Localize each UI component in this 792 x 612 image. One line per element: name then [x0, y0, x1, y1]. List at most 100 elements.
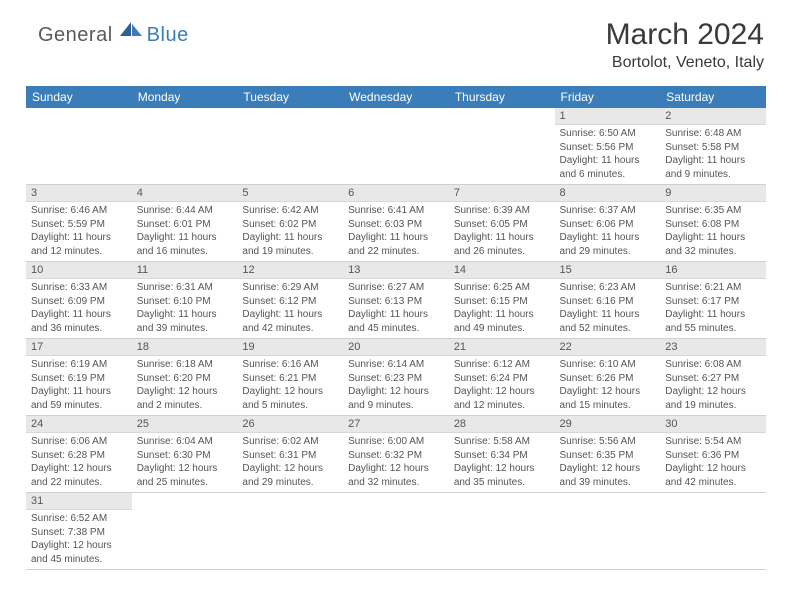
day-number: 16	[660, 262, 766, 279]
day-number: 29	[555, 416, 661, 433]
day-info: Sunrise: 5:56 AMSunset: 6:35 PMDaylight:…	[555, 433, 661, 492]
day-number: 14	[449, 262, 555, 279]
day-info: Sunrise: 6:23 AMSunset: 6:16 PMDaylight:…	[555, 279, 661, 338]
day-number: 26	[237, 416, 343, 433]
day-number: 10	[26, 262, 132, 279]
day-info: Sunrise: 6:21 AMSunset: 6:17 PMDaylight:…	[660, 279, 766, 338]
calendar-day-cell	[343, 108, 449, 185]
day-info: Sunrise: 6:14 AMSunset: 6:23 PMDaylight:…	[343, 356, 449, 415]
day-number: 22	[555, 339, 661, 356]
day-info: Sunrise: 6:44 AMSunset: 6:01 PMDaylight:…	[132, 202, 238, 261]
weekday-header: Tuesday	[237, 86, 343, 108]
day-number: 27	[343, 416, 449, 433]
logo: General Blue	[38, 24, 189, 47]
calendar-day-cell: 18Sunrise: 6:18 AMSunset: 6:20 PMDayligh…	[132, 339, 238, 416]
day-info: Sunrise: 6:39 AMSunset: 6:05 PMDaylight:…	[449, 202, 555, 261]
calendar-day-cell	[449, 493, 555, 570]
day-info: Sunrise: 6:48 AMSunset: 5:58 PMDaylight:…	[660, 125, 766, 184]
calendar-table: SundayMondayTuesdayWednesdayThursdayFrid…	[26, 86, 766, 570]
calendar-day-cell: 14Sunrise: 6:25 AMSunset: 6:15 PMDayligh…	[449, 262, 555, 339]
weekday-header: Wednesday	[343, 86, 449, 108]
day-info: Sunrise: 6:27 AMSunset: 6:13 PMDaylight:…	[343, 279, 449, 338]
calendar-week-row: 3Sunrise: 6:46 AMSunset: 5:59 PMDaylight…	[26, 185, 766, 262]
calendar-week-row: 1Sunrise: 6:50 AMSunset: 5:56 PMDaylight…	[26, 108, 766, 185]
calendar-day-cell: 24Sunrise: 6:06 AMSunset: 6:28 PMDayligh…	[26, 416, 132, 493]
calendar-day-cell: 30Sunrise: 5:54 AMSunset: 6:36 PMDayligh…	[660, 416, 766, 493]
day-number: 28	[449, 416, 555, 433]
day-number: 30	[660, 416, 766, 433]
calendar-day-cell: 2Sunrise: 6:48 AMSunset: 5:58 PMDaylight…	[660, 108, 766, 185]
day-info: Sunrise: 6:16 AMSunset: 6:21 PMDaylight:…	[237, 356, 343, 415]
calendar-day-cell: 25Sunrise: 6:04 AMSunset: 6:30 PMDayligh…	[132, 416, 238, 493]
calendar-day-cell: 4Sunrise: 6:44 AMSunset: 6:01 PMDaylight…	[132, 185, 238, 262]
calendar-day-cell: 19Sunrise: 6:16 AMSunset: 6:21 PMDayligh…	[237, 339, 343, 416]
day-info: Sunrise: 6:19 AMSunset: 6:19 PMDaylight:…	[26, 356, 132, 415]
weekday-header: Monday	[132, 86, 238, 108]
calendar-day-cell: 10Sunrise: 6:33 AMSunset: 6:09 PMDayligh…	[26, 262, 132, 339]
calendar-day-cell	[237, 108, 343, 185]
day-info: Sunrise: 6:37 AMSunset: 6:06 PMDaylight:…	[555, 202, 661, 261]
day-number: 23	[660, 339, 766, 356]
day-info: Sunrise: 6:06 AMSunset: 6:28 PMDaylight:…	[26, 433, 132, 492]
calendar-day-cell: 23Sunrise: 6:08 AMSunset: 6:27 PMDayligh…	[660, 339, 766, 416]
calendar-day-cell: 31Sunrise: 6:52 AMSunset: 7:38 PMDayligh…	[26, 493, 132, 570]
day-info: Sunrise: 5:58 AMSunset: 6:34 PMDaylight:…	[449, 433, 555, 492]
calendar-day-cell	[343, 493, 449, 570]
day-number: 25	[132, 416, 238, 433]
day-info: Sunrise: 6:52 AMSunset: 7:38 PMDaylight:…	[26, 510, 132, 569]
day-info: Sunrise: 6:35 AMSunset: 6:08 PMDaylight:…	[660, 202, 766, 261]
day-info: Sunrise: 6:29 AMSunset: 6:12 PMDaylight:…	[237, 279, 343, 338]
day-info: Sunrise: 6:42 AMSunset: 6:02 PMDaylight:…	[237, 202, 343, 261]
calendar-day-cell: 21Sunrise: 6:12 AMSunset: 6:24 PMDayligh…	[449, 339, 555, 416]
weekday-header: Friday	[555, 86, 661, 108]
day-number: 20	[343, 339, 449, 356]
location: Bortolot, Veneto, Italy	[606, 54, 764, 72]
calendar-week-row: 31Sunrise: 6:52 AMSunset: 7:38 PMDayligh…	[26, 493, 766, 570]
weekday-header-row: SundayMondayTuesdayWednesdayThursdayFrid…	[26, 86, 766, 108]
calendar-day-cell	[237, 493, 343, 570]
calendar-day-cell: 6Sunrise: 6:41 AMSunset: 6:03 PMDaylight…	[343, 185, 449, 262]
day-number: 31	[26, 493, 132, 510]
day-info: Sunrise: 6:46 AMSunset: 5:59 PMDaylight:…	[26, 202, 132, 261]
calendar-day-cell: 1Sunrise: 6:50 AMSunset: 5:56 PMDaylight…	[555, 108, 661, 185]
day-number: 6	[343, 185, 449, 202]
calendar-day-cell: 29Sunrise: 5:56 AMSunset: 6:35 PMDayligh…	[555, 416, 661, 493]
day-info: Sunrise: 6:25 AMSunset: 6:15 PMDaylight:…	[449, 279, 555, 338]
day-number: 24	[26, 416, 132, 433]
day-number: 18	[132, 339, 238, 356]
day-info: Sunrise: 5:54 AMSunset: 6:36 PMDaylight:…	[660, 433, 766, 492]
weekday-header: Sunday	[26, 86, 132, 108]
day-number: 15	[555, 262, 661, 279]
calendar-day-cell: 11Sunrise: 6:31 AMSunset: 6:10 PMDayligh…	[132, 262, 238, 339]
calendar-day-cell: 15Sunrise: 6:23 AMSunset: 6:16 PMDayligh…	[555, 262, 661, 339]
day-number: 4	[132, 185, 238, 202]
calendar-week-row: 17Sunrise: 6:19 AMSunset: 6:19 PMDayligh…	[26, 339, 766, 416]
calendar-day-cell	[449, 108, 555, 185]
day-number: 1	[555, 108, 661, 125]
calendar-week-row: 10Sunrise: 6:33 AMSunset: 6:09 PMDayligh…	[26, 262, 766, 339]
day-info: Sunrise: 6:04 AMSunset: 6:30 PMDaylight:…	[132, 433, 238, 492]
calendar-day-cell: 3Sunrise: 6:46 AMSunset: 5:59 PMDaylight…	[26, 185, 132, 262]
sail-icon	[118, 20, 144, 43]
day-number: 11	[132, 262, 238, 279]
day-number: 5	[237, 185, 343, 202]
calendar-day-cell	[660, 493, 766, 570]
day-number: 21	[449, 339, 555, 356]
header: General Blue March 2024 Bortolot, Veneto…	[0, 0, 792, 80]
calendar-body: 1Sunrise: 6:50 AMSunset: 5:56 PMDaylight…	[26, 108, 766, 570]
calendar-day-cell	[555, 493, 661, 570]
calendar-day-cell: 22Sunrise: 6:10 AMSunset: 6:26 PMDayligh…	[555, 339, 661, 416]
day-info: Sunrise: 6:08 AMSunset: 6:27 PMDaylight:…	[660, 356, 766, 415]
day-number: 12	[237, 262, 343, 279]
calendar-day-cell: 7Sunrise: 6:39 AMSunset: 6:05 PMDaylight…	[449, 185, 555, 262]
calendar-day-cell: 12Sunrise: 6:29 AMSunset: 6:12 PMDayligh…	[237, 262, 343, 339]
logo-text-general: General	[38, 24, 113, 47]
calendar-day-cell: 17Sunrise: 6:19 AMSunset: 6:19 PMDayligh…	[26, 339, 132, 416]
calendar-day-cell: 13Sunrise: 6:27 AMSunset: 6:13 PMDayligh…	[343, 262, 449, 339]
calendar-day-cell: 16Sunrise: 6:21 AMSunset: 6:17 PMDayligh…	[660, 262, 766, 339]
calendar-day-cell: 27Sunrise: 6:00 AMSunset: 6:32 PMDayligh…	[343, 416, 449, 493]
day-number: 9	[660, 185, 766, 202]
calendar-day-cell: 20Sunrise: 6:14 AMSunset: 6:23 PMDayligh…	[343, 339, 449, 416]
logo-text-blue: Blue	[147, 24, 189, 47]
calendar-day-cell	[132, 493, 238, 570]
